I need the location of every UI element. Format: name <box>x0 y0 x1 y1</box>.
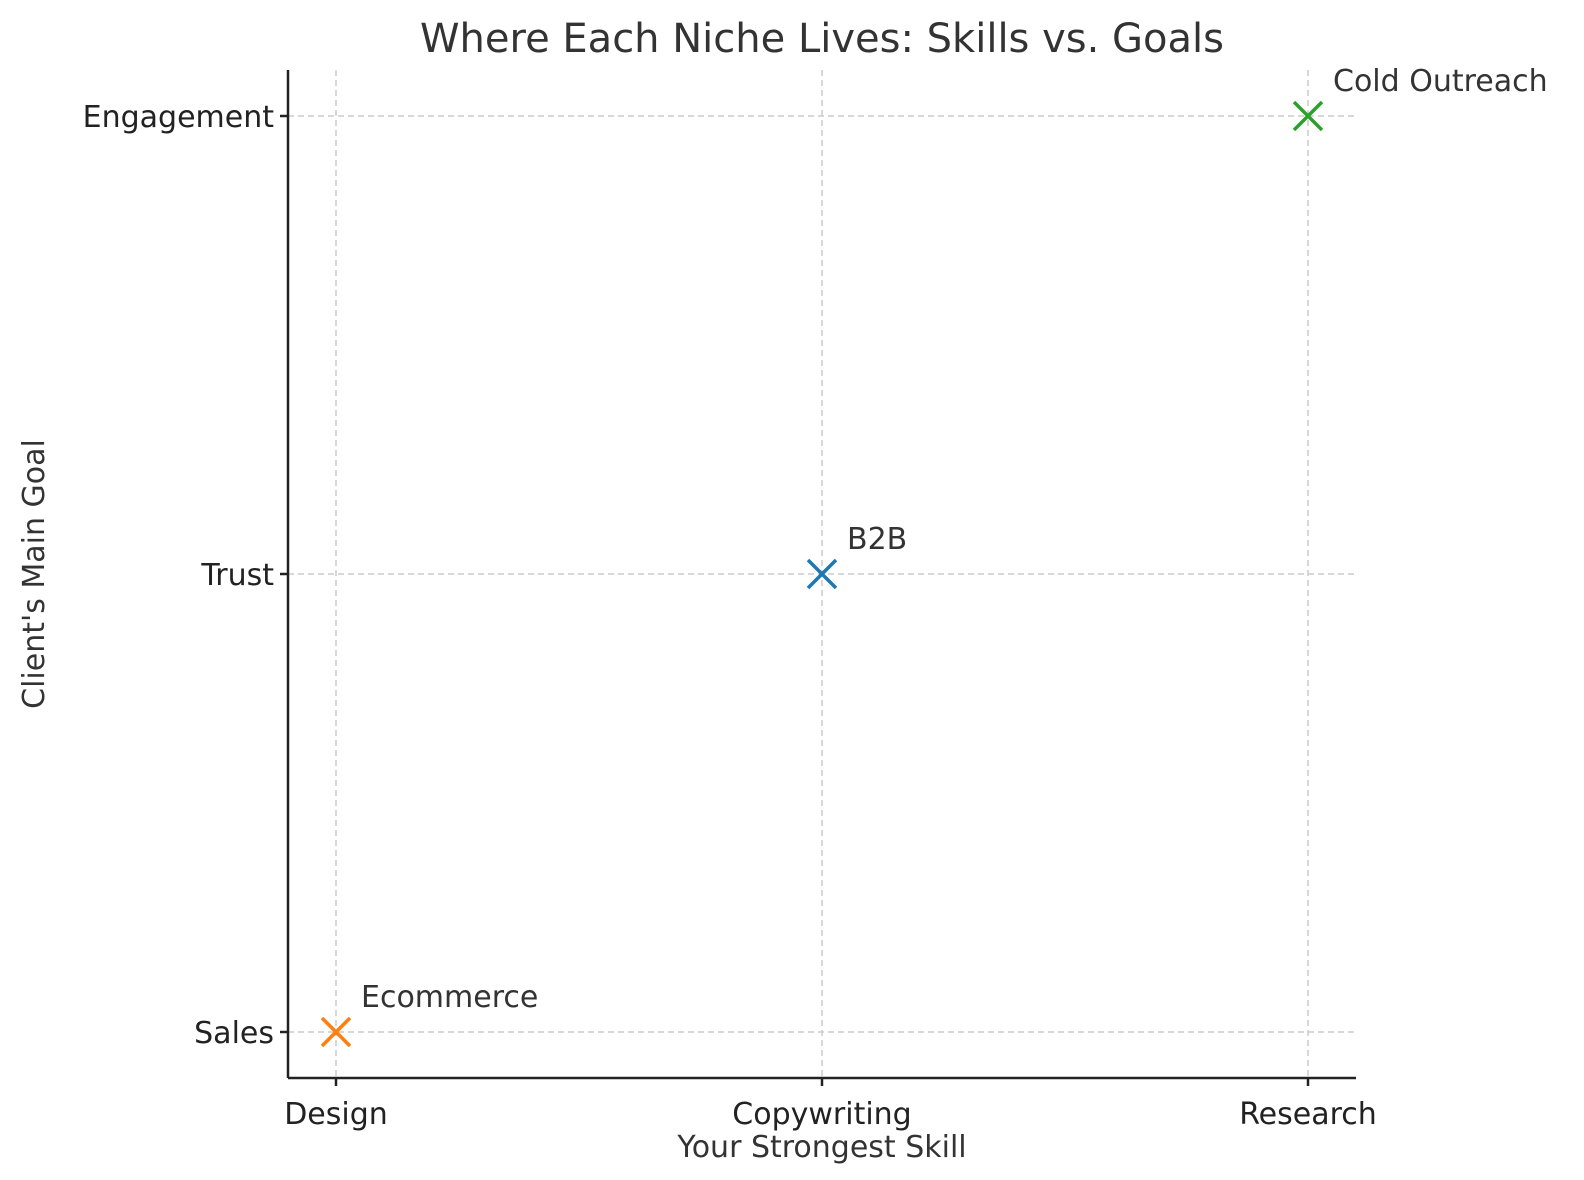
data-points: B2B Ecommerce Cold Outreach <box>320 64 1548 1048</box>
y-tick-label: Trust <box>200 558 274 593</box>
chart-title: Where Each Niche Lives: Skills vs. Goals <box>420 16 1224 62</box>
x-tick-label: Copywriting <box>732 1097 911 1132</box>
point-label: Cold Outreach <box>1333 64 1548 99</box>
point-label: B2B <box>847 522 907 557</box>
data-point-cold-outreach: Cold Outreach <box>1292 64 1548 132</box>
x-tick-label: Research <box>1239 1097 1377 1132</box>
y-tick-label: Engagement <box>83 100 275 135</box>
y-axis-label: Client's Main Goal <box>17 439 52 709</box>
point-marker-stroke <box>320 1016 352 1048</box>
point-marker-stroke <box>1292 100 1324 132</box>
data-point-ecommerce: Ecommerce <box>320 980 538 1048</box>
tick-marks: Design Copywriting Research Sales Trust Engag… <box>83 100 1377 1132</box>
y-tick-label: Sales <box>194 1016 274 1051</box>
x-tick-label: Design <box>284 1097 388 1132</box>
point-marker-stroke <box>806 558 838 590</box>
point-label: Ecommerce <box>361 980 538 1015</box>
x-axis-label: Your Strongest Skill <box>676 1130 966 1165</box>
data-point-b2b: B2B <box>806 522 907 590</box>
